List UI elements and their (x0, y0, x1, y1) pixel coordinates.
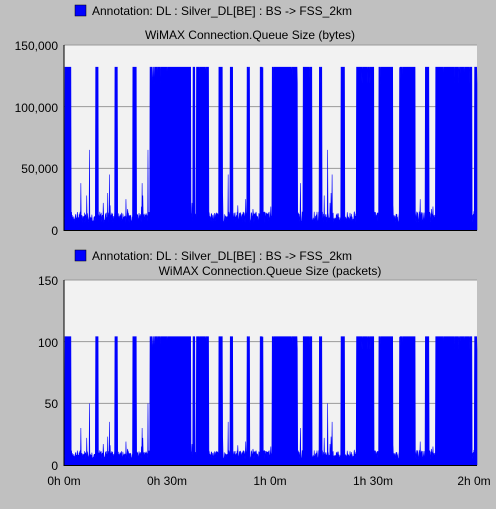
packets-ytick-label: 100 (38, 336, 58, 350)
bytes-legend-label: Annotation: DL : Silver_DL[BE] : BS -> F… (92, 4, 352, 18)
bytes-chart-title: WiMAX Connection.Queue Size (bytes) (145, 28, 355, 42)
bytes-ytick-label: 0 (51, 224, 58, 238)
packets-y-ticks: 150 100 50 0 (38, 274, 58, 473)
packets-xtick-label: 0h 0m (47, 474, 80, 488)
packets-ytick-label: 150 (38, 274, 58, 288)
packets-series (63, 336, 478, 466)
packets-xtick-label: 0h 30m (147, 474, 187, 488)
packets-ytick-label: 50 (45, 397, 59, 411)
packets-ytick-label: 0 (51, 459, 58, 473)
packets-xtick-label: 1h 0m (253, 474, 286, 488)
packets-xtick-label: 2h 0m (457, 474, 490, 488)
packets-legend-label: Annotation: DL : Silver_DL[BE] : BS -> F… (92, 249, 352, 263)
packets-legend-swatch (74, 249, 87, 262)
packets-panel: Annotation: DL : Silver_DL[BE] : BS -> F… (38, 249, 491, 488)
bytes-ytick-label: 50,000 (21, 162, 58, 176)
bytes-panel: Annotation: DL : Silver_DL[BE] : BS -> F… (15, 4, 478, 238)
bytes-y-ticks: 150,000 100,000 50,000 0 (15, 39, 59, 238)
queue-size-series-area (63, 336, 478, 466)
packets-chart-title: WiMAX Connection.Queue Size (packets) (159, 264, 382, 278)
queue-size-series-area (63, 66, 478, 231)
bytes-legend-swatch (74, 4, 87, 17)
bytes-ytick-label: 150,000 (15, 39, 59, 53)
packets-xtick-label: 1h 30m (353, 474, 393, 488)
packets-x-ticks: 0h 0m 0h 30m 1h 0m 1h 30m 2h 0m (47, 474, 490, 488)
bytes-series (63, 66, 478, 231)
bytes-ytick-label: 100,000 (15, 101, 59, 115)
